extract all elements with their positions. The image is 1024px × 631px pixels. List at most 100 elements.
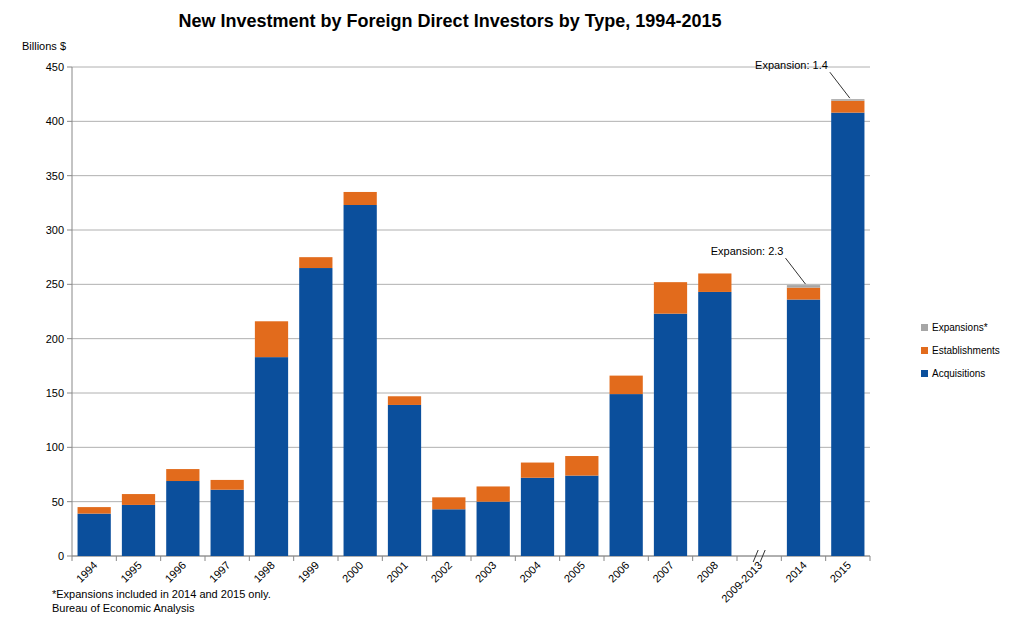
bar-segment bbox=[610, 376, 643, 394]
grid-line bbox=[72, 121, 870, 122]
bar-segment bbox=[432, 509, 465, 556]
x-tick-label: 2014 bbox=[783, 559, 809, 585]
x-tick-mark bbox=[293, 556, 294, 561]
legend-label: Acquisitions bbox=[932, 368, 985, 379]
x-tick-mark bbox=[426, 556, 427, 561]
x-tick-label: 2008 bbox=[694, 559, 720, 585]
y-tick-label: 50 bbox=[52, 496, 64, 508]
x-tick-label: 2002 bbox=[428, 559, 454, 585]
x-tick-mark bbox=[604, 556, 605, 561]
grid-line bbox=[72, 338, 870, 339]
bar-segment bbox=[432, 497, 465, 509]
grid-line bbox=[72, 447, 870, 448]
grid-line bbox=[72, 284, 870, 285]
x-tick-mark bbox=[692, 556, 693, 561]
bar-segment bbox=[787, 285, 820, 287]
x-tick-mark bbox=[515, 556, 516, 561]
tick-mark bbox=[67, 338, 72, 339]
y-axis bbox=[72, 67, 73, 556]
y-tick-label: 100 bbox=[46, 441, 64, 453]
bar-segment bbox=[787, 288, 820, 300]
x-tick-label: 1994 bbox=[74, 559, 100, 585]
bar-segment bbox=[388, 405, 421, 556]
x-tick-mark bbox=[870, 556, 871, 561]
title: New Investment by Foreign Direct Investo… bbox=[179, 11, 722, 31]
x-tick-label: 1998 bbox=[251, 559, 277, 585]
source: Bureau of Economic Analysis bbox=[52, 602, 195, 614]
x-tick-mark bbox=[160, 556, 161, 561]
bar-segment bbox=[166, 481, 199, 556]
legend-label: Establishments bbox=[932, 345, 1000, 356]
legend-swatch bbox=[921, 347, 928, 354]
annotation-leader bbox=[786, 258, 806, 284]
x-tick-mark bbox=[382, 556, 383, 561]
bar-segment bbox=[388, 396, 421, 405]
axis-break bbox=[760, 550, 765, 562]
tick-mark bbox=[67, 121, 72, 122]
bar-segment bbox=[255, 357, 288, 556]
grid-line bbox=[72, 393, 870, 394]
tick-mark bbox=[67, 501, 72, 502]
x-tick-mark bbox=[471, 556, 472, 561]
bar-segment bbox=[344, 192, 377, 205]
x-tick-label: 2005 bbox=[561, 559, 587, 585]
bar-segment bbox=[211, 490, 244, 556]
x-tick-mark bbox=[116, 556, 117, 561]
x-tick-label: 1995 bbox=[118, 559, 144, 585]
tick-mark bbox=[67, 393, 72, 394]
bar-segment bbox=[477, 502, 510, 556]
data-label: Expansion: 2.3 bbox=[711, 245, 784, 257]
bar-segment bbox=[78, 514, 111, 556]
bar-segment bbox=[787, 300, 820, 556]
x-tick-mark bbox=[249, 556, 250, 561]
y-tick-label: 150 bbox=[46, 387, 64, 399]
y-tick-label: 300 bbox=[46, 224, 64, 236]
grid-line bbox=[72, 175, 870, 176]
x-tick-mark bbox=[825, 556, 826, 561]
x-tick-label: 2007 bbox=[650, 559, 676, 585]
bar-segment bbox=[255, 321, 288, 357]
x-tick-mark bbox=[781, 556, 782, 561]
x-tick-label: 2003 bbox=[473, 559, 499, 585]
footnote: *Expansions included in 2014 and 2015 on… bbox=[52, 588, 271, 600]
bar-segment bbox=[299, 257, 332, 268]
bar-segment bbox=[122, 505, 155, 556]
y-axis-label: Billions $ bbox=[22, 40, 66, 52]
x-tick-mark bbox=[338, 556, 339, 561]
tick-mark bbox=[67, 447, 72, 448]
legend-swatch bbox=[921, 324, 928, 331]
tick-mark bbox=[67, 67, 72, 68]
x-tick-label: 2015 bbox=[827, 559, 853, 585]
x-tick-label: 2004 bbox=[517, 559, 543, 585]
bar-segment bbox=[521, 478, 554, 556]
bar-segment bbox=[299, 268, 332, 556]
y-tick-label: 450 bbox=[46, 61, 64, 73]
x-tick-label: 1996 bbox=[162, 559, 188, 585]
bar-segment bbox=[477, 486, 510, 501]
y-tick-label: 0 bbox=[58, 550, 64, 562]
tick-mark bbox=[67, 230, 72, 231]
x-tick-mark bbox=[205, 556, 206, 561]
bar-segment bbox=[565, 456, 598, 476]
annotation-leader bbox=[830, 72, 850, 98]
x-tick-label: 2009-2013 bbox=[719, 559, 765, 605]
tick-mark bbox=[67, 284, 72, 285]
data-label: Expansion: 1.4 bbox=[755, 59, 828, 71]
x-tick-mark bbox=[648, 556, 649, 561]
tick-mark bbox=[67, 556, 72, 557]
grid-line bbox=[72, 67, 870, 68]
bar-segment bbox=[831, 101, 864, 113]
y-tick-label: 200 bbox=[46, 333, 64, 345]
bars bbox=[78, 99, 865, 556]
x-tick-mark bbox=[72, 556, 73, 561]
x-tick-mark bbox=[737, 556, 738, 561]
bar-segment bbox=[698, 273, 731, 291]
background bbox=[0, 0, 1024, 631]
bar-segment bbox=[698, 292, 731, 556]
bar-segment bbox=[78, 507, 111, 514]
grid-line bbox=[72, 230, 870, 231]
x-tick-mark bbox=[559, 556, 560, 561]
x-tick-label: 1999 bbox=[295, 559, 321, 585]
y-tick-label: 250 bbox=[46, 278, 64, 290]
bar-segment bbox=[344, 205, 377, 556]
